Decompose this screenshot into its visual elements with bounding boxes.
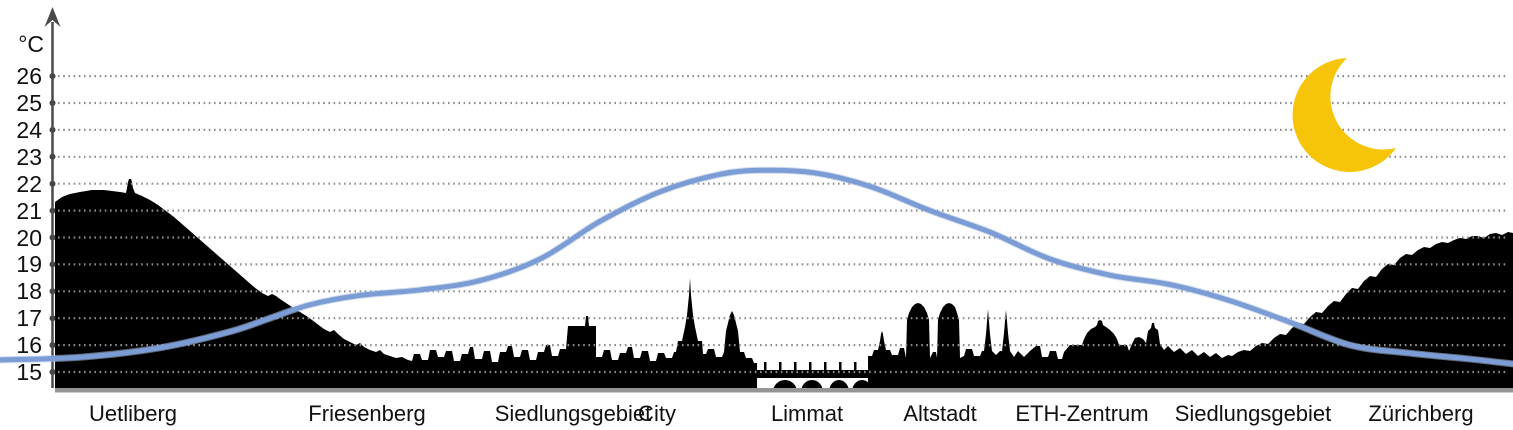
x-axis-label-uetliberg-0: Uetliberg (88, 401, 178, 426)
y-tick-label-19: 19 (16, 251, 42, 278)
bridge-post (764, 362, 767, 370)
y-tick-label-25: 25 (16, 90, 42, 116)
x-axis-label-limmat-4: Limmat (770, 401, 844, 426)
y-tick-label-15: 15 (16, 359, 42, 385)
crescent-moon-icon (1292, 58, 1396, 172)
ground-line (55, 388, 1513, 393)
bridge-post (824, 362, 827, 370)
y-axis-arrow-icon (44, 7, 61, 27)
y-tick-label-20: 20 (16, 224, 42, 251)
city-skyline-silhouette (55, 179, 1513, 388)
temperature-curve (0, 167, 1513, 367)
y-tick-label-24: 24 (16, 116, 42, 143)
bridge-post (809, 362, 812, 370)
x-axis-label-city-3: City (638, 401, 676, 426)
y-tick-label-18: 18 (16, 278, 42, 305)
bridge-post (779, 362, 782, 370)
y-tick-label-21: 21 (16, 197, 42, 224)
y-tick-label-17: 17 (16, 305, 42, 332)
y-axis-unit-label: °C (18, 31, 44, 57)
y-tick-label-26: 26 (16, 63, 42, 90)
y-tick-label-23: 23 (16, 143, 42, 170)
x-axis-label-z-richberg-8: Zürichberg (1368, 401, 1474, 426)
bridge-post (794, 362, 797, 370)
x-axis-label-siedlungsgebiet-2: Siedlungsgebiet (494, 401, 652, 426)
y-tick-label-16: 16 (16, 332, 42, 359)
bridge-post (839, 362, 842, 370)
x-axis-label-siedlungsgebiet-7: Siedlungsgebiet (1174, 401, 1332, 426)
x-axis-label-altstadt-5: Altstadt (903, 401, 977, 426)
y-tick-label-22: 22 (16, 170, 42, 197)
bridge-deck (757, 370, 868, 378)
bridge-post (854, 362, 857, 370)
x-axis-label-eth-zentrum-6: ETH-Zentrum (1015, 401, 1149, 426)
x-axis-label-friesenberg-1: Friesenberg (308, 401, 426, 426)
